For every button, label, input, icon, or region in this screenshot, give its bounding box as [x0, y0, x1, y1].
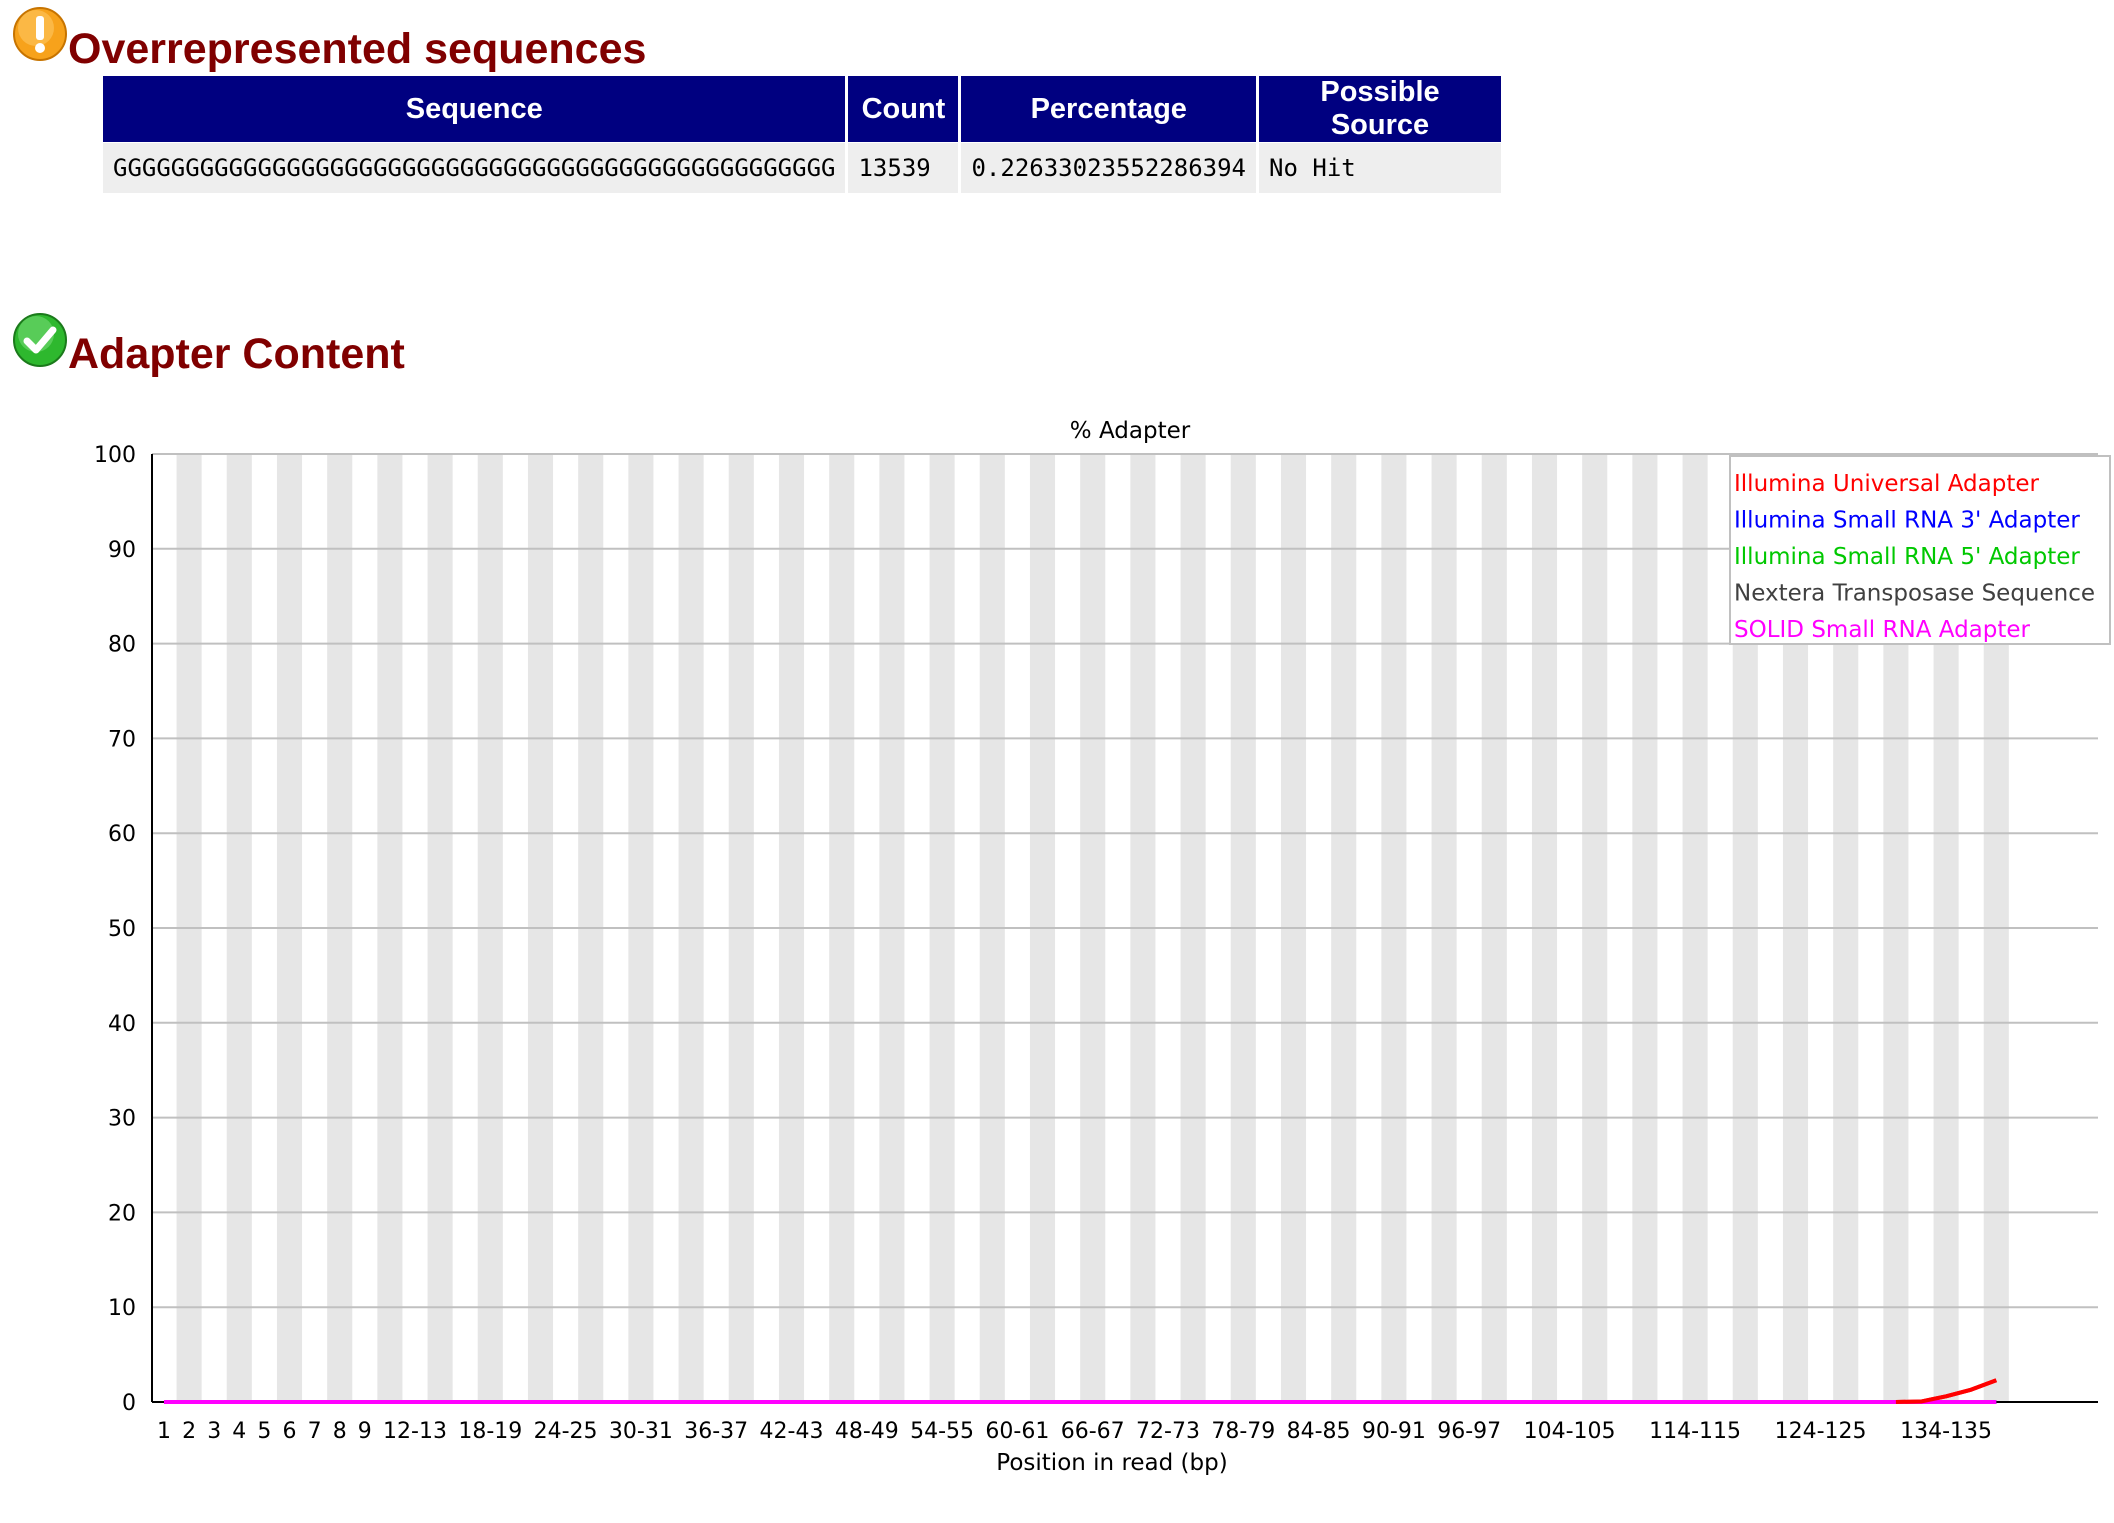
legend-entry: Illumina Universal Adapter: [1734, 471, 2040, 497]
x-tick-label: 66-67: [1061, 1419, 1125, 1444]
y-tick-label: 30: [108, 1107, 136, 1132]
legend-entry: Nextera Transposase Sequence: [1734, 581, 2095, 607]
adapter-content-chart: 0 10 20 30 40 50 60 70 80 90 100 1 2 3 4 5 6 7 8 9 12-13 18-1…: [94, 418, 2111, 1476]
x-tick-label: 1: [157, 1419, 171, 1444]
legend-box: [1729, 455, 2111, 645]
y-tick-label: 60: [108, 822, 136, 847]
y-tick-label: 0: [122, 1391, 136, 1416]
y-tick-label: 50: [108, 917, 136, 942]
y-tick-label: 10: [108, 1296, 136, 1321]
x-tick-label: 8: [333, 1419, 347, 1444]
column-header-sequence: Sequence: [103, 76, 846, 142]
series-line-illumina-universal-adapter-tail: [1895, 1378, 1998, 1404]
y-tick-label: 80: [108, 633, 136, 658]
y-tick-label: 100: [94, 443, 136, 468]
x-axis-label: Position in read (bp): [996, 1450, 1227, 1476]
x-tick-label: 54-55: [910, 1419, 974, 1444]
x-tick-label: 124-125: [1775, 1419, 1867, 1444]
overrepresented-table: Sequence Count Percentage Possible Sourc…: [100, 76, 1504, 193]
x-tick-label: 24-25: [534, 1419, 598, 1444]
cell-sequence: GGGGGGGGGGGGGGGGGGGGGGGGGGGGGGGGGGGGGGGG…: [103, 142, 846, 193]
x-tick-label: 60-61: [985, 1419, 1049, 1444]
y-tick-label: 40: [108, 1012, 136, 1037]
adapter-content-title: Adapter Content: [68, 330, 405, 378]
x-tick-label: 6: [283, 1419, 297, 1444]
x-tick-label: 104-105: [1524, 1419, 1616, 1444]
x-tick-label: 18-19: [458, 1419, 522, 1444]
cell-count: 13539: [848, 142, 959, 193]
y-tick-label: 70: [108, 727, 136, 752]
column-header-possible-source: Possible Source: [1259, 76, 1502, 142]
cell-percentage: 0.22633023552286394: [961, 142, 1257, 193]
table-row: GGGGGGGGGGGGGGGGGGGGGGGGGGGGGGGGGGGGGGGG…: [103, 142, 1502, 193]
x-tick-label: 114-115: [1649, 1419, 1741, 1444]
x-tick-label: 30-31: [609, 1419, 673, 1444]
chart-title: % Adapter: [1070, 418, 1191, 444]
pass-check-icon: [13, 313, 67, 367]
x-tick-label: 12-13: [383, 1419, 447, 1444]
y-tick-label: 20: [108, 1201, 136, 1226]
x-tick-label: 5: [257, 1419, 271, 1444]
x-tick-label: 72-73: [1136, 1419, 1200, 1444]
x-tick-label: 90-91: [1362, 1419, 1426, 1444]
x-tick-label: 96-97: [1437, 1419, 1501, 1444]
x-tick-label: 78-79: [1211, 1419, 1275, 1444]
legend-entry: Illumina Small RNA 3' Adapter: [1734, 508, 2080, 534]
x-tick-label: 9: [358, 1419, 372, 1444]
x-tick-label: 42-43: [760, 1419, 824, 1444]
x-tick-label: 48-49: [835, 1419, 899, 1444]
warning-icon: [13, 7, 67, 61]
x-tick-label: 4: [232, 1419, 246, 1444]
cell-possible-source: No Hit: [1259, 142, 1502, 193]
x-tick-label: 36-37: [684, 1419, 748, 1444]
x-tick-label: 7: [308, 1419, 322, 1444]
y-tick-label: 90: [108, 538, 136, 563]
x-tick-label: 2: [182, 1419, 196, 1444]
column-header-percentage: Percentage: [961, 76, 1257, 142]
legend-entry: SOLID Small RNA Adapter: [1734, 617, 2031, 643]
x-tick-label: 84-85: [1287, 1419, 1351, 1444]
overrepresented-title: Overrepresented sequences: [68, 25, 647, 73]
legend-entry: Illumina Small RNA 5' Adapter: [1734, 544, 2080, 570]
table-header-row: Sequence Count Percentage Possible Sourc…: [103, 76, 1502, 142]
x-tick-label: 134-135: [1900, 1419, 1992, 1444]
x-tick-label: 3: [207, 1419, 221, 1444]
column-header-count: Count: [848, 76, 959, 142]
